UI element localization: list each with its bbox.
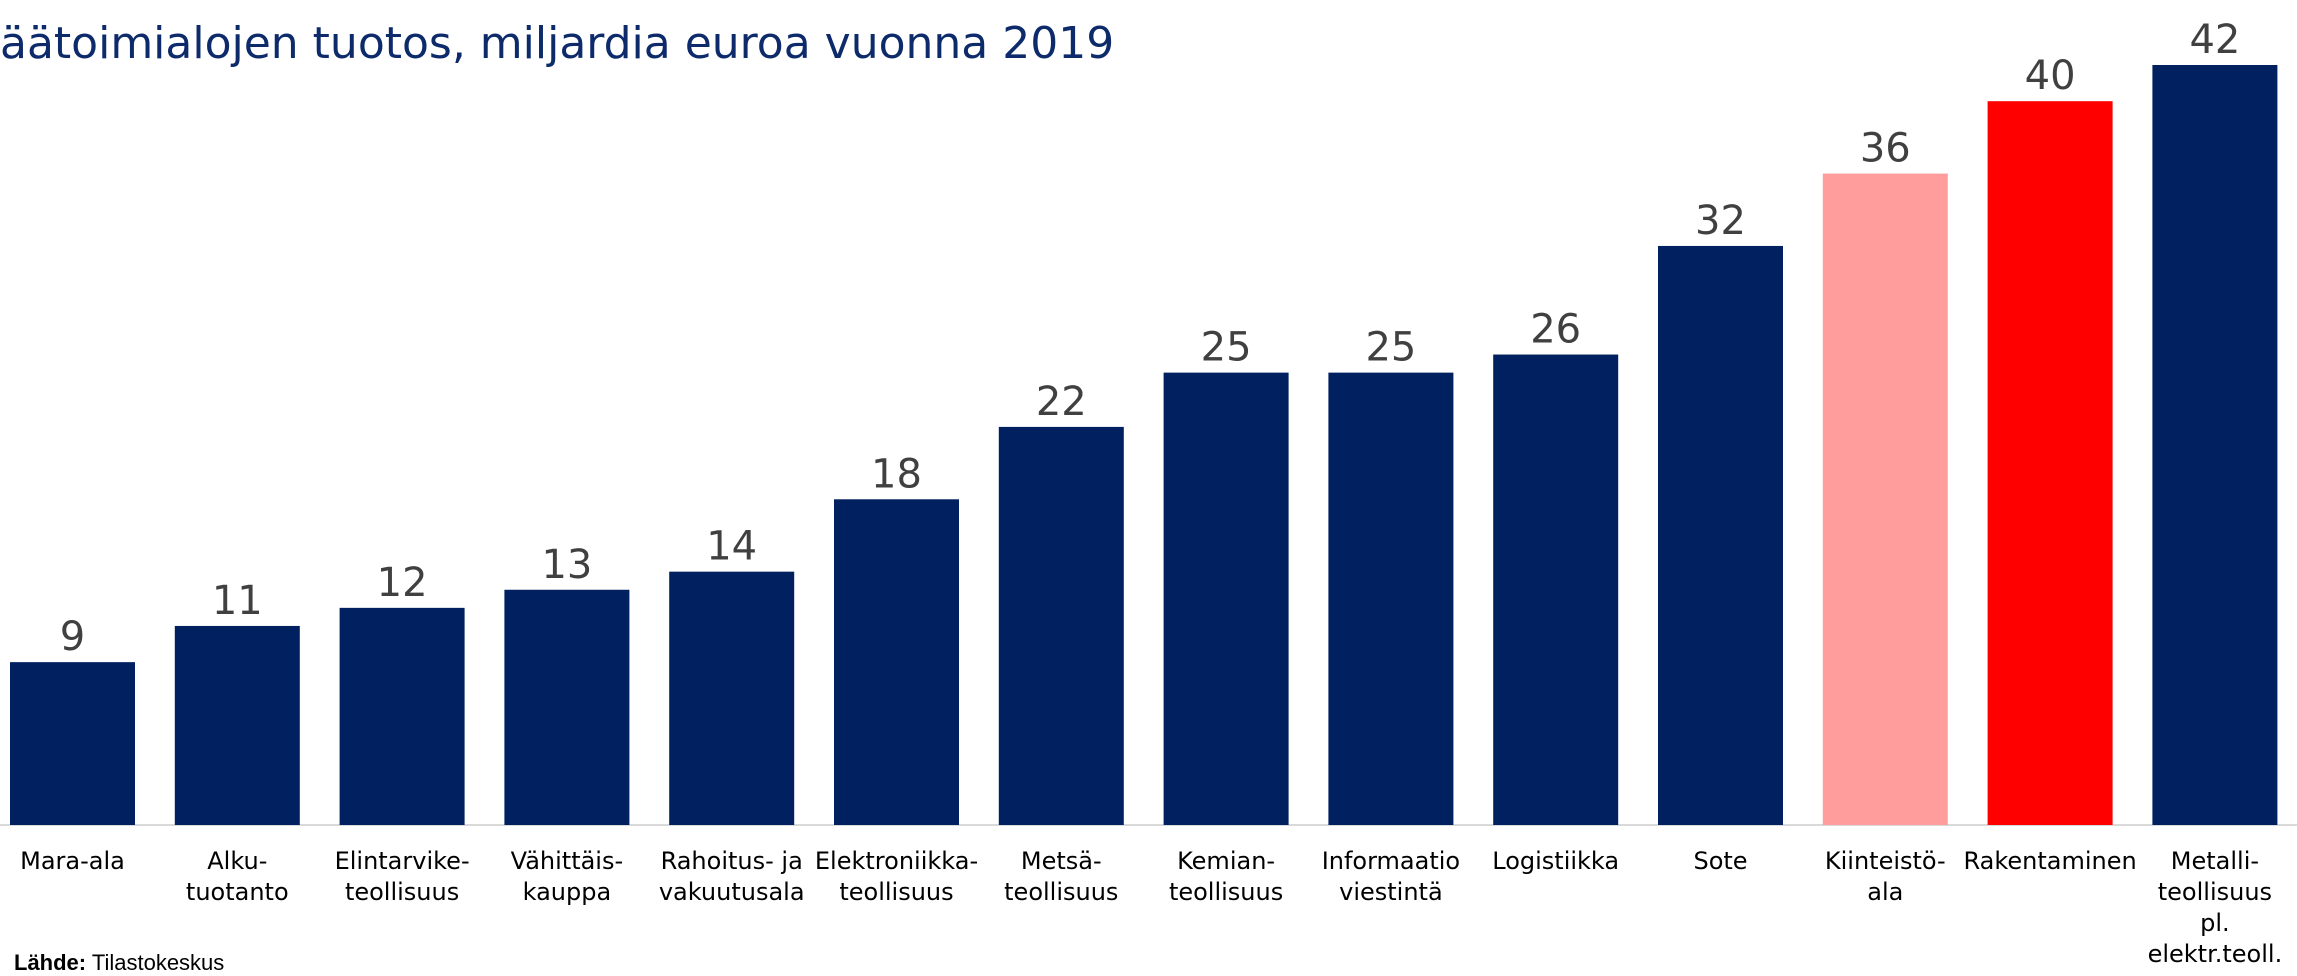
data-label: 36 [1860,126,1911,172]
bar [174,625,300,825]
category-label: Rahoitus- ja vakuutusala [659,847,805,906]
category-label: Metalli-teollisuus pl. elektr.teoll. [2148,847,2283,966]
category-label: Kiinteistö-ala [1825,847,1946,906]
category-label: Elintarvike-teollisuus [335,847,470,906]
category-label: Logistiikka [1492,847,1619,875]
category-label: Alku-tuotanto [186,847,289,906]
data-label: 14 [706,524,757,570]
category-label: Elektroniikka-teollisuus [815,847,978,906]
data-label: 25 [1201,325,1252,371]
data-label: 22 [1036,379,1087,425]
category-label: Informaatio viestintä [1322,847,1460,906]
bar [339,607,465,825]
bar [1987,101,2113,825]
data-label: 9 [60,614,85,660]
bar [1822,173,1948,826]
category-label: Rakentaminen [1963,847,2136,875]
data-label: 42 [2189,17,2240,63]
bar [669,571,795,825]
bar [1493,354,1619,825]
category-label: Kemian-teollisuus [1169,847,1283,906]
bar [2152,65,2278,825]
bar [504,589,630,825]
category-label: Vähittäis-kauppa [511,847,624,906]
category-label: Sote [1693,847,1747,875]
category-label: Metsä-teollisuus [1004,847,1118,906]
chart-title: äätoimialojen tuotos, miljardia euroa vu… [0,18,1115,69]
bar [998,426,1124,825]
bar [1163,372,1289,825]
data-label: 32 [1695,198,1746,244]
source-note: Lähde: Tilastokeskus [14,950,224,976]
bar [1328,372,1454,825]
data-label: 40 [2025,53,2076,99]
category-label: Mara-ala [20,847,125,875]
source-text: Tilastokeskus [86,950,225,975]
data-label: 13 [541,542,592,588]
data-label: 18 [871,451,922,497]
bar [834,499,959,825]
bar [10,662,135,825]
bar [1658,245,1783,825]
data-label: 11 [212,578,263,624]
source-label: Lähde: [14,950,87,975]
data-label: 25 [1365,325,1416,371]
data-label: 26 [1530,307,1581,353]
data-label: 12 [377,560,428,606]
